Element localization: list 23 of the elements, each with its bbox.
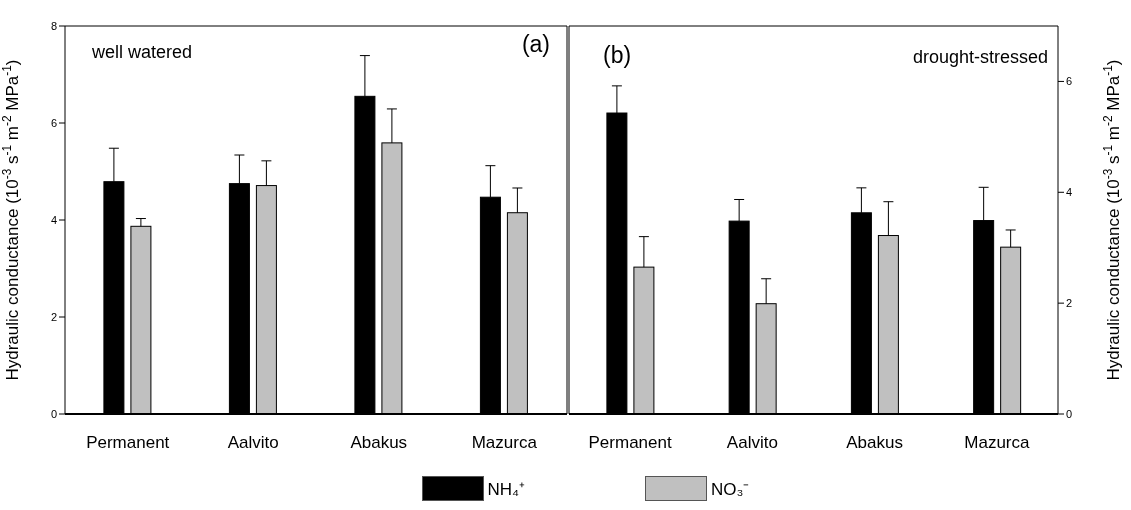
y-tick-label: 6	[50, 116, 57, 129]
x-tick-label: Permanent	[588, 433, 672, 453]
y-tick-label: 2	[50, 310, 57, 323]
y-tick-label: 0	[50, 407, 57, 420]
x-tick-label: Abakus	[846, 433, 903, 453]
y-tick-label: 0	[1066, 407, 1073, 420]
legend-label: NH₄⁺	[487, 479, 526, 500]
x-tick-label: Aalvito	[726, 433, 778, 453]
x-tick-label: Aalvito	[227, 433, 279, 453]
legend-label: NO₃⁻	[711, 479, 750, 500]
annotation: (a)	[521, 31, 550, 58]
annotation: (b)	[603, 42, 632, 69]
annotation: drought-stressed	[912, 47, 1048, 68]
y-tick-label: 4	[50, 213, 57, 226]
x-tick-label: Mazurca	[964, 433, 1031, 453]
y-tick-label: 8	[50, 19, 57, 32]
y-tick-label: 2	[1066, 297, 1073, 310]
y-tick-label: 6	[1066, 75, 1073, 88]
annotation: well watered	[92, 42, 193, 63]
x-tick-label: Permanent	[86, 433, 170, 453]
x-tick-label: Mazurca	[471, 433, 538, 453]
x-tick-label: Abakus	[350, 433, 408, 453]
y-tick-label: 4	[1066, 186, 1073, 199]
